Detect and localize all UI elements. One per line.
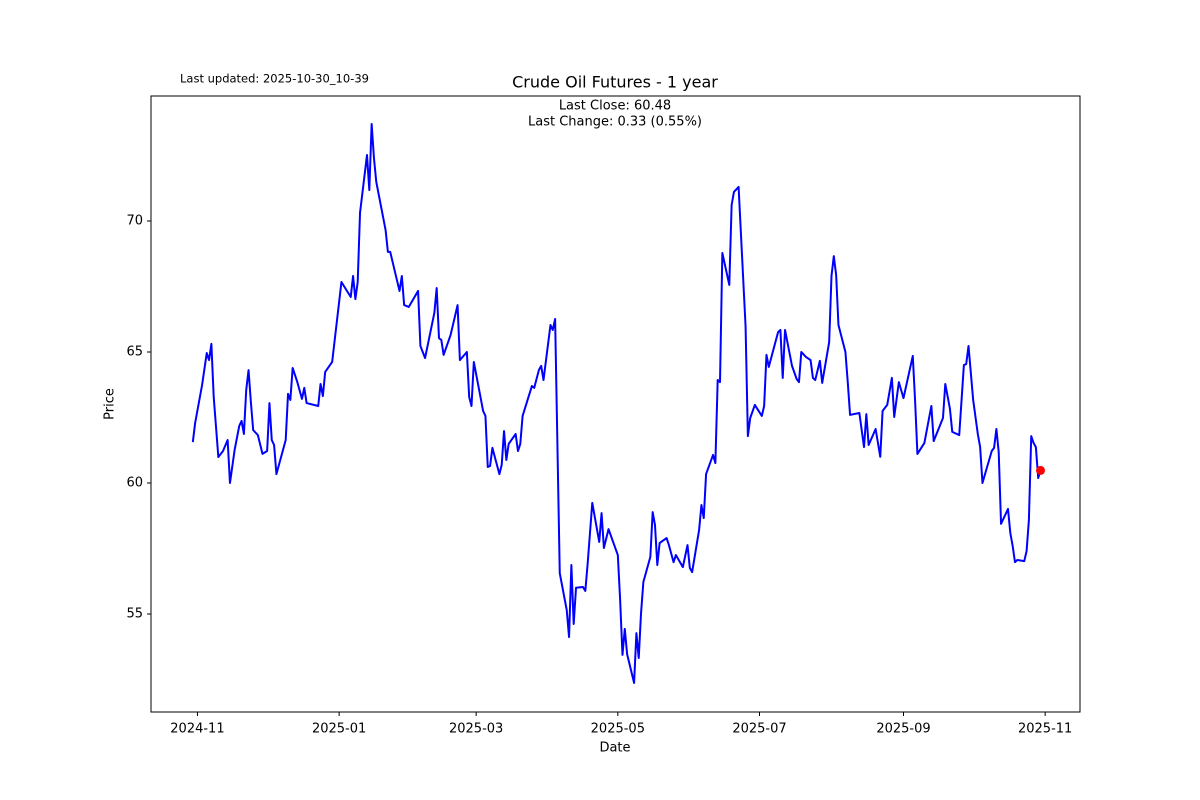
x-tick-label: 2025-09	[876, 722, 930, 737]
y-tick-label: 70	[126, 213, 143, 228]
y-tick-label: 65	[126, 344, 143, 359]
x-tick-label: 2025-01	[312, 722, 366, 737]
x-axis-label: Date	[599, 741, 630, 756]
plot-frame	[150, 95, 1081, 713]
annotation: Last Change: 0.33 (0.55%)	[528, 115, 702, 130]
price-line	[191, 123, 1042, 684]
y-tick-label: 55	[126, 607, 143, 622]
x-tick-label: 2025-03	[449, 722, 503, 737]
x-tick-label: 2025-07	[732, 722, 786, 737]
x-tick-label: 2025-05	[591, 722, 645, 737]
x-tick-label: 2025-11	[1018, 722, 1072, 737]
y-axis-label: Price	[103, 388, 118, 420]
y-tick-label: 60	[126, 475, 143, 490]
last-point	[1036, 465, 1046, 475]
last-updated: Last updated: 2025-10-30_10-39	[180, 72, 369, 86]
annotation: Last Close: 60.48	[559, 99, 671, 114]
chart-title: Crude Oil Futures - 1 year	[512, 73, 718, 92]
x-tick-label: 2024-11	[170, 722, 224, 737]
